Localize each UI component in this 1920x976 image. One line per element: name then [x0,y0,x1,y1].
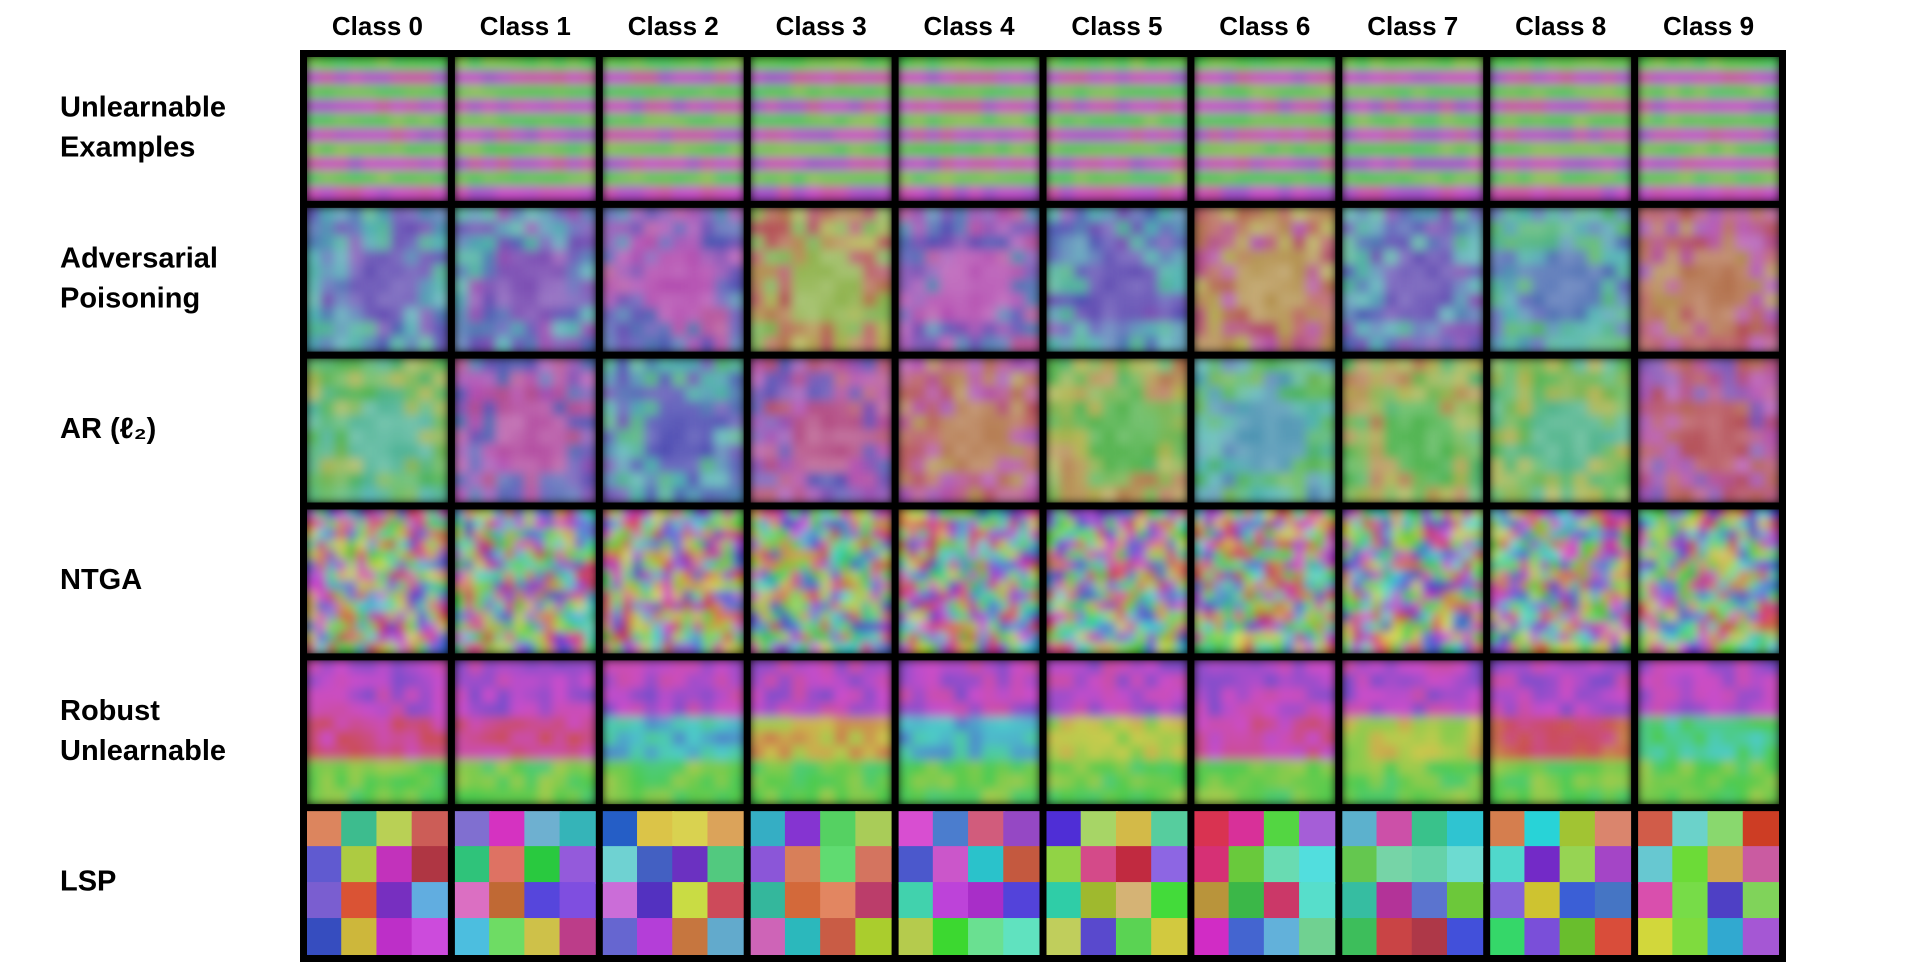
perturbation-image [1341,509,1484,655]
perturbation-image [1046,56,1189,202]
perturbation-image [306,56,449,202]
perturbation-image [1046,358,1189,504]
perturbation-image [454,207,597,353]
row-label: Unlearnable [60,735,226,767]
perturbation-image [1046,810,1189,956]
row-label: Examples [60,132,195,164]
column-header: Class 0 [332,11,423,41]
row-label: Adversarial [60,242,218,274]
perturbation-image [306,810,449,956]
perturbation-image [1637,659,1780,805]
column-header: Class 2 [628,11,719,41]
perturbation-image [306,659,449,805]
perturbation-image [1193,56,1336,202]
perturbation-image [1489,810,1632,956]
perturbation-image [454,509,597,655]
perturbation-image [1489,659,1632,805]
perturbation-image [1046,659,1189,805]
column-header: Class 3 [776,11,867,41]
column-header: Class 1 [480,11,571,41]
perturbation-image [898,358,1041,504]
perturbation-image [454,56,597,202]
perturbation-image [602,810,745,956]
perturbation-image [1341,810,1484,956]
perturbation-image [750,358,893,504]
perturbation-image [1193,207,1336,353]
perturbation-image [898,56,1041,202]
perturbation-image [1341,56,1484,202]
perturbation-image [1341,358,1484,504]
column-header: Class 9 [1663,11,1754,41]
perturbation-image [1046,509,1189,655]
row-label: Poisoning [60,282,200,314]
column-header: Class 7 [1367,11,1458,41]
perturbation-image [898,509,1041,655]
perturbation-image [1637,509,1780,655]
column-header: Class 4 [924,11,1016,41]
column-header: Class 8 [1515,11,1606,41]
perturbation-image [750,509,893,655]
perturbation-image [1341,207,1484,353]
perturbation-image [898,659,1041,805]
perturbation-image [1193,810,1336,956]
row-label: LSP [60,866,116,898]
perturbation-image [454,810,597,956]
perturbation-image [1193,659,1336,805]
perturbation-image [1489,207,1632,353]
perturbation-image [306,358,449,504]
perturbation-image [1193,509,1336,655]
perturbation-image [750,810,893,956]
perturbation-image [454,659,597,805]
perturbation-image [750,659,893,805]
perturbation-image [1341,659,1484,805]
perturbation-image [306,207,449,353]
column-header: Class 5 [1071,11,1162,41]
perturbation-image [602,207,745,353]
perturbation-image [602,56,745,202]
perturbation-image [1637,56,1780,202]
perturbation-image [602,659,745,805]
perturbation-image [898,207,1041,353]
perturbation-image [1637,810,1780,956]
perturbation-image [454,358,597,504]
perturbation-image [1637,207,1780,353]
perturbation-image [1193,358,1336,504]
perturbation-image [1489,509,1632,655]
perturbation-image [602,358,745,504]
perturbation-image [898,810,1041,956]
perturbation-image [750,207,893,353]
perturbation-image [1637,358,1780,504]
row-label: AR (ℓ₂) [60,413,156,445]
column-header: Class 6 [1219,11,1310,41]
row-label: NTGA [60,564,142,596]
perturbation-image [750,56,893,202]
perturbation-image [1489,358,1632,504]
row-label: Unlearnable [60,92,226,124]
perturbation-image [1489,56,1632,202]
row-label: Robust [60,695,160,727]
perturbation-image [306,509,449,655]
perturbation-image [1046,207,1189,353]
perturbation-image [602,509,745,655]
